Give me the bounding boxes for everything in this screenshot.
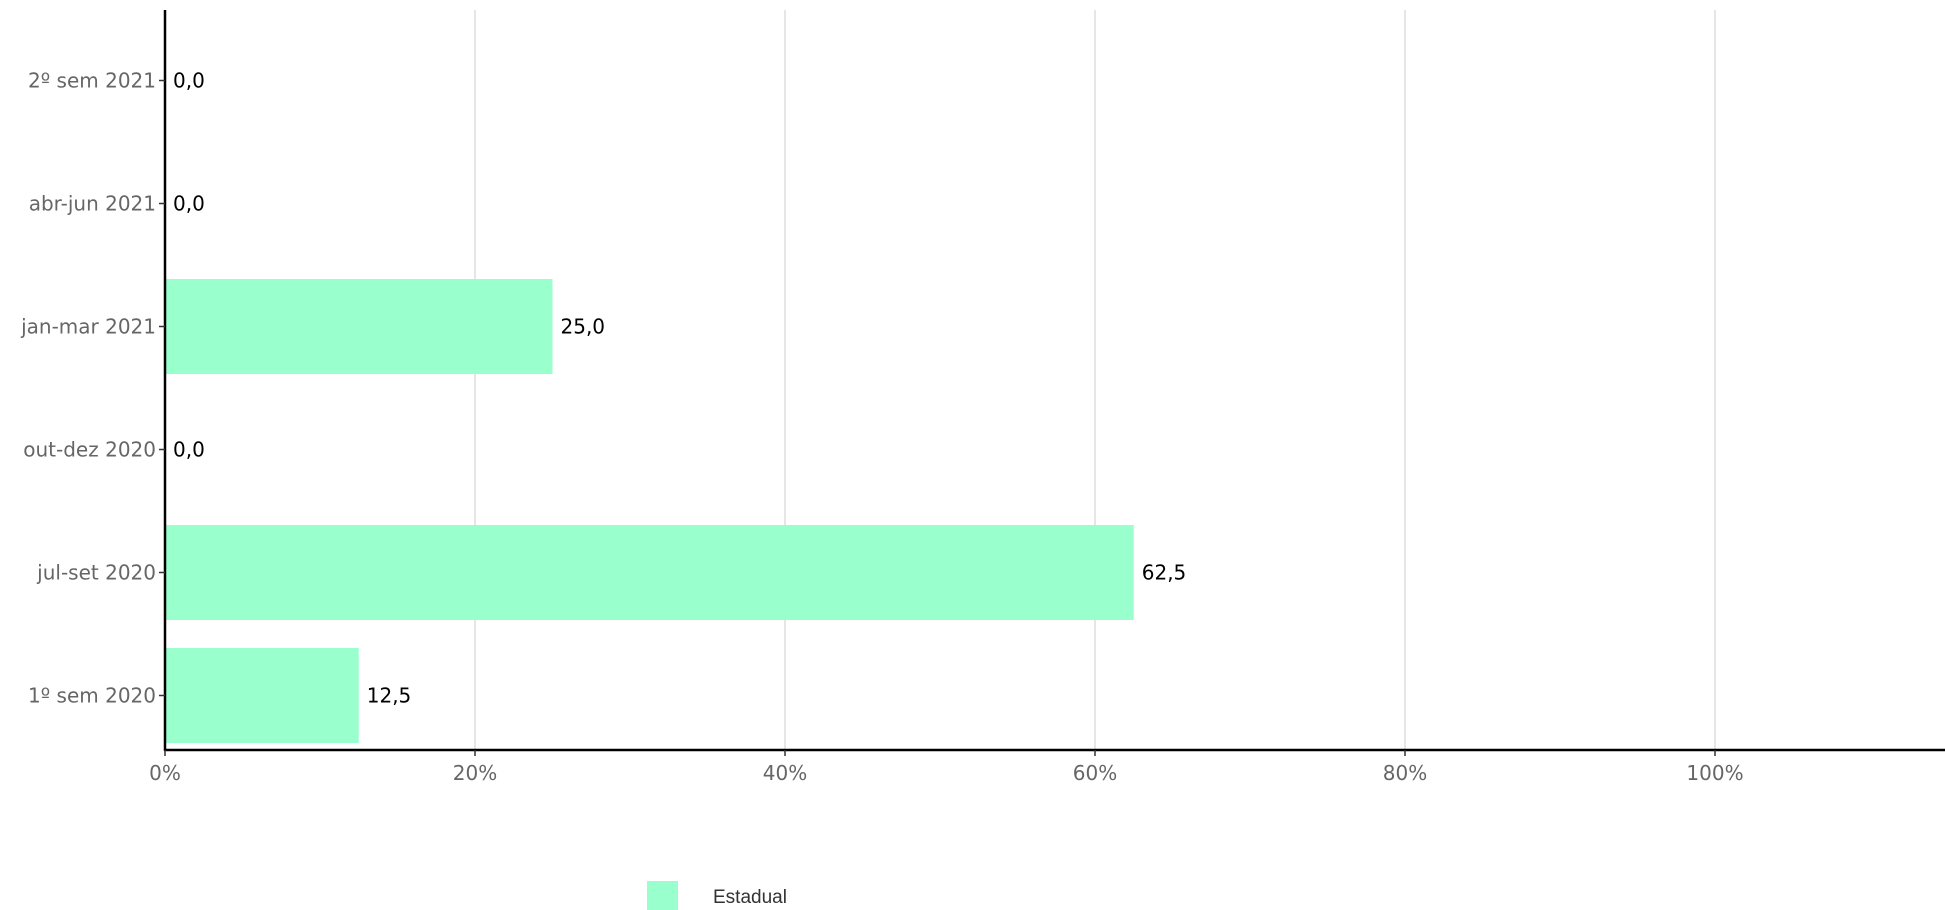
bar: [165, 279, 553, 374]
axes: [163, 10, 1945, 752]
bars: [165, 279, 1134, 743]
x-tick-label: 40%: [763, 761, 807, 785]
data-label: 0,0: [173, 192, 205, 216]
y-tick-label: jan-mar 2021: [20, 315, 156, 339]
legend-swatch: [647, 881, 678, 910]
legend: Estadual: [647, 881, 787, 910]
data-label: 0,0: [173, 69, 205, 93]
x-tick-label: 20%: [453, 761, 497, 785]
x-axis-ticks: 0% 20% 40% 60% 80% 100%: [149, 750, 1744, 785]
data-label: 25,0: [561, 315, 606, 339]
y-tick-label: abr-jun 2021: [29, 192, 156, 216]
x-tick-label: 100%: [1686, 761, 1743, 785]
data-label: 62,5: [1142, 561, 1187, 585]
y-tick-label: 1º sem 2020: [28, 684, 156, 708]
y-tick-label: jul-set 2020: [36, 561, 156, 585]
data-label: 0,0: [173, 438, 205, 462]
y-tick-label: out-dez 2020: [23, 438, 156, 462]
gridlines: [474, 10, 1716, 750]
y-tick-label: 2º sem 2021: [28, 69, 156, 93]
bar: [165, 648, 359, 743]
legend-label: Estadual: [713, 887, 787, 908]
data-label: 12,5: [367, 684, 412, 708]
y-axis-ticks: 1º sem 2020 jul-set 2020 out-dez 2020 jan-m…: [20, 69, 165, 708]
data-labels: 12,5 62,5 0,0 25,0 0,0 0,0: [173, 69, 1186, 708]
x-tick-label: 0%: [149, 761, 181, 785]
bar: [165, 525, 1134, 620]
x-tick-label: 60%: [1073, 761, 1117, 785]
x-tick-label: 80%: [1383, 761, 1427, 785]
